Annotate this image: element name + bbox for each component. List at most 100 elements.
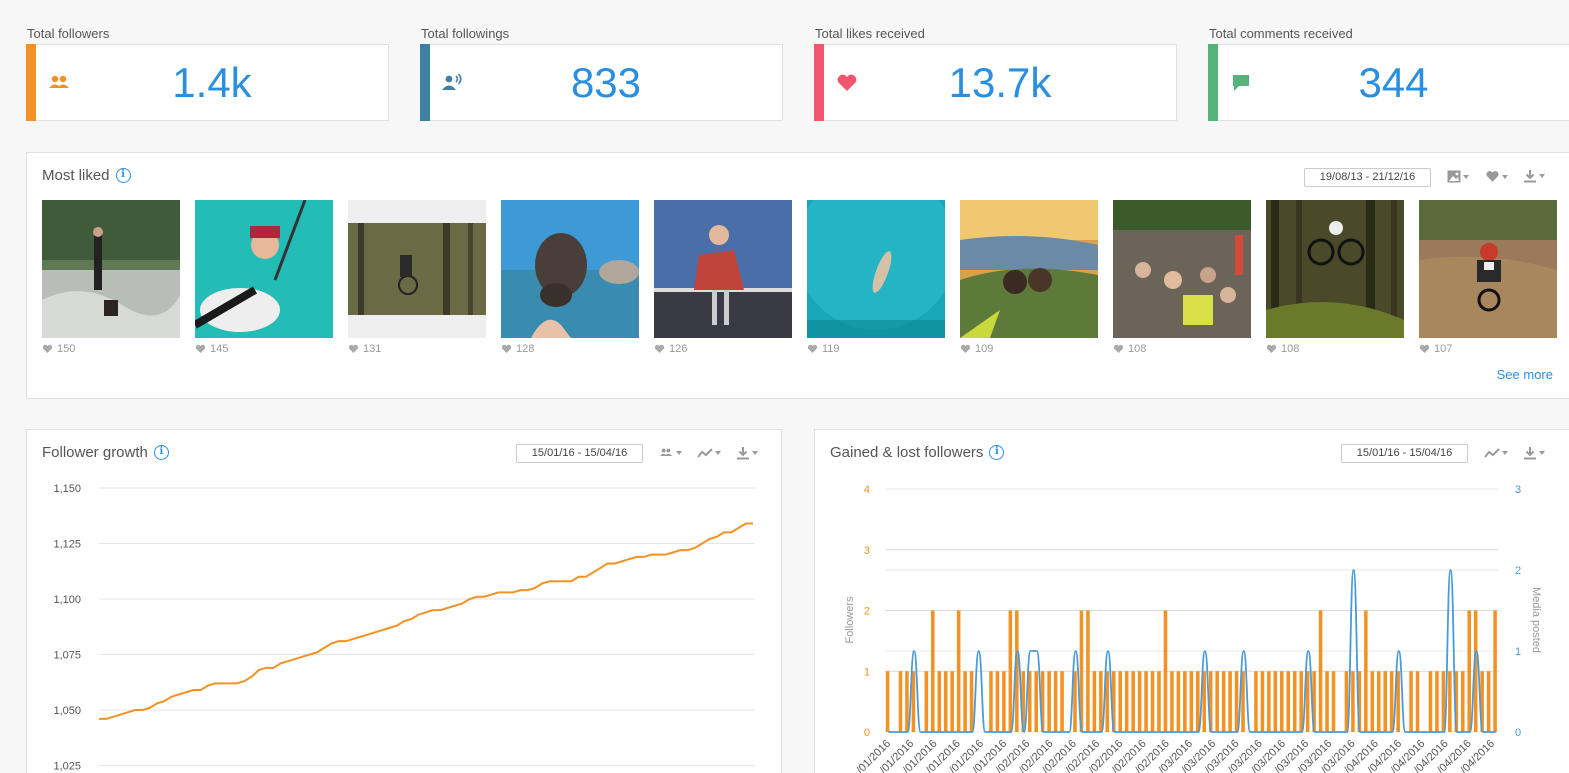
- date-range-picker[interactable]: 19/08/13 - 21/12/16: [1304, 168, 1431, 187]
- followers-bar: [898, 671, 903, 732]
- followers-bar: [1370, 671, 1375, 732]
- followers-bar: [1144, 671, 1148, 732]
- followers-bar: [1318, 610, 1323, 732]
- followers-bar: [1351, 671, 1355, 732]
- followers-bar: [1176, 671, 1181, 732]
- heart-icon: [960, 344, 971, 353]
- post-thumbnail[interactable]: [960, 200, 1098, 338]
- stat-value: 344: [1358, 59, 1429, 106]
- most-liked-panel: Most liked i 19/08/13 - 21/12/16 150 145…: [26, 152, 1569, 399]
- followers-bar: [1234, 671, 1239, 732]
- stat-label: Total followers: [27, 26, 110, 41]
- followers-bar: [885, 671, 890, 732]
- followers-bar: [943, 671, 948, 732]
- heart-icon: [501, 344, 512, 353]
- post-thumbnail[interactable]: [348, 200, 486, 338]
- sort-metric-dropdown[interactable]: [1485, 170, 1508, 183]
- gained-lost-panel: Gained & lost followers i 15/01/16 - 15/…: [814, 429, 1569, 773]
- followers-bar: [1157, 671, 1161, 732]
- panel-title: Gained & lost followers i: [830, 444, 1005, 461]
- followers-bar: [1480, 671, 1484, 732]
- y-tick-label: 4: [864, 484, 870, 496]
- followers-bar: [1170, 671, 1174, 732]
- info-icon[interactable]: i: [153, 445, 169, 460]
- panel-title: Follower growth i: [42, 444, 169, 461]
- y-tick-label: 1,025: [53, 761, 81, 773]
- followers-bar: [931, 610, 935, 732]
- followers-bar: [1124, 671, 1129, 732]
- followers-bar: [1299, 671, 1303, 732]
- stat-label: Total likes received: [815, 26, 925, 41]
- post-thumbnail[interactable]: [654, 200, 792, 338]
- post-thumbnail[interactable]: [501, 200, 639, 338]
- likes-count: 150: [42, 343, 75, 355]
- likes-count: 109: [960, 343, 993, 355]
- post-thumbnail[interactable]: [1266, 200, 1404, 338]
- followers-bar: [1131, 671, 1135, 732]
- post-photo: [501, 200, 639, 338]
- info-icon[interactable]: i: [115, 168, 131, 183]
- followers-bar: [995, 671, 1000, 732]
- followers-bar: [1409, 671, 1413, 732]
- followers-bar: [1215, 671, 1219, 732]
- followers-bar: [1221, 671, 1226, 732]
- followers-bar: [1473, 610, 1478, 732]
- see-more-link[interactable]: See more: [1496, 367, 1553, 382]
- post-photo: [192, 199, 333, 338]
- followers-bar: [1260, 671, 1265, 732]
- date-range-picker[interactable]: 15/01/16 - 15/04/16: [1341, 444, 1468, 463]
- chevron-down-icon: [1502, 451, 1508, 455]
- info-icon[interactable]: i: [989, 445, 1005, 460]
- follower-growth-title: Follower growth: [42, 444, 148, 461]
- download-dropdown[interactable]: [736, 446, 758, 460]
- followers-bar: [1099, 671, 1103, 732]
- followers-bar: [1073, 671, 1077, 732]
- followers-bar: [1383, 671, 1387, 732]
- download-dropdown[interactable]: [1523, 169, 1545, 183]
- likes-count: 108: [1113, 343, 1146, 355]
- download-icon: [1524, 447, 1536, 460]
- followers-bar: [1163, 610, 1168, 732]
- followers-bar: [1286, 671, 1291, 732]
- followers-bar: [1454, 671, 1459, 732]
- followers-bar: [1015, 610, 1019, 732]
- post-photo: [796, 170, 956, 338]
- post-thumbnail[interactable]: [1113, 200, 1251, 338]
- stat-total-followings: Total followings 833: [420, 26, 783, 121]
- followers-bar: [1448, 671, 1452, 732]
- post-thumbnail[interactable]: [796, 170, 956, 338]
- stat-value: 833: [570, 59, 642, 106]
- stat-label: Total comments received: [1209, 26, 1353, 41]
- chart-type-dropdown[interactable]: [697, 447, 721, 459]
- panel-title: Most liked i: [42, 167, 131, 184]
- media-type-dropdown[interactable]: [1447, 170, 1469, 183]
- post-thumbnail[interactable]: [1419, 200, 1557, 338]
- followers-bar: [1273, 671, 1278, 732]
- heart-icon: [837, 74, 857, 91]
- followers-bar: [1105, 671, 1110, 732]
- followers-bar: [956, 610, 961, 732]
- date-range-picker[interactable]: 15/01/16 - 15/04/16: [516, 444, 643, 463]
- metric-dropdown[interactable]: [658, 447, 682, 459]
- followers-bar: [1196, 671, 1200, 732]
- followers-bar: [1189, 671, 1194, 732]
- followers-bar: [937, 671, 942, 732]
- post-thumbnail[interactable]: [192, 199, 333, 338]
- y2-tick-label: 1: [1515, 646, 1521, 658]
- followers-bar: [950, 671, 954, 732]
- followers-bar: [905, 671, 909, 732]
- download-dropdown[interactable]: [1523, 446, 1545, 460]
- heart-icon: [1266, 344, 1277, 353]
- post-photo: [960, 200, 1098, 338]
- followers-bar: [1428, 671, 1433, 732]
- comment-icon: [1233, 75, 1249, 91]
- followers-bar: [1280, 671, 1284, 732]
- chart-type-dropdown[interactable]: [1484, 447, 1508, 459]
- post-thumbnail[interactable]: [42, 200, 180, 338]
- y-tick-label: 0: [864, 727, 870, 739]
- stat-accent-bar: [814, 44, 824, 121]
- followers-bar: [1137, 671, 1142, 732]
- followers-bar: [1034, 671, 1038, 732]
- followers-bar: [911, 671, 916, 732]
